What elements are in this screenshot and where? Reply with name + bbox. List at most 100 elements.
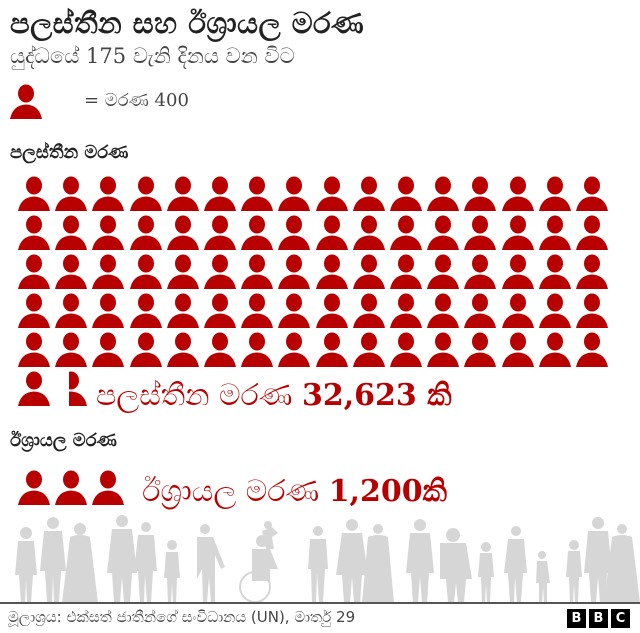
person-icon [501, 176, 534, 212]
bbc-logo: B B C [567, 609, 630, 628]
person-icon [241, 176, 274, 212]
person-icon [18, 176, 50, 212]
person-icon [241, 293, 274, 329]
person-icon [129, 293, 162, 329]
person-icon [278, 254, 311, 290]
bbc-logo-letter: B [589, 609, 608, 628]
person-icon [464, 293, 497, 329]
person-icon [501, 215, 534, 251]
palestinian-section-label: පලස්තීන මරණ [10, 142, 129, 163]
chart-subtitle: යුද්ධයේ 175 වැනි දිනය වන විට [10, 44, 295, 68]
person-icon [55, 293, 88, 329]
person-icon [166, 176, 199, 212]
person-icon [315, 176, 348, 212]
person-icon [166, 293, 199, 329]
israeli-total-value: 1,200 [328, 474, 423, 509]
person-icon [390, 254, 422, 290]
person-icon [464, 332, 497, 368]
person-icon [427, 293, 460, 329]
person-icon [538, 254, 571, 290]
person-icon [55, 254, 88, 290]
palestinian-total-prefix: පලස්තීන මරණ [96, 378, 302, 413]
person-icon [390, 293, 422, 329]
person-icon [241, 215, 274, 251]
person-icon [464, 215, 497, 251]
person-icon [576, 254, 608, 290]
bbc-logo-letter: B [567, 609, 586, 628]
person-icon [204, 332, 236, 368]
person-icon [576, 215, 608, 251]
person-icon [501, 332, 534, 368]
person-icon [278, 332, 311, 368]
person-icon [92, 332, 125, 368]
person-icon [55, 176, 88, 212]
person-icon [390, 215, 422, 251]
person-icon [352, 254, 385, 290]
source-note: මූලාශ්‍රය: එක්සත් ජාතීන්ගේ සංවිධානය (UN)… [8, 608, 356, 626]
person-icon [278, 176, 311, 212]
person-icon [501, 293, 534, 329]
person-icon [315, 293, 348, 329]
person-icon [576, 293, 608, 329]
person-icon [166, 254, 199, 290]
israeli-total-prefix: ඊශ්‍රායල මරණ [142, 474, 329, 509]
person-icon [18, 332, 50, 368]
person-icon [18, 470, 50, 506]
person-icon [315, 332, 348, 368]
bbc-logo-letter: C [611, 609, 630, 628]
person-icon [129, 176, 162, 212]
israeli-total-suffix: කි [422, 474, 448, 509]
person-icon [278, 293, 311, 329]
person-icon [55, 470, 88, 506]
palestinian-icon-grid [18, 176, 618, 416]
person-icon [315, 254, 348, 290]
person-icon [576, 332, 608, 368]
person-icon [241, 254, 274, 290]
person-icon [390, 176, 422, 212]
person-icon [92, 254, 125, 290]
person-icon [427, 215, 460, 251]
person-icon [18, 215, 50, 251]
palestinian-total-suffix: කි [416, 378, 452, 413]
person-icon [92, 215, 125, 251]
person-icon [18, 293, 50, 329]
person-icon [538, 215, 571, 251]
person-icon [315, 215, 348, 251]
legend-text: = මරණ 400 [84, 90, 189, 111]
person-icon [278, 215, 311, 251]
person-icon [204, 254, 236, 290]
person-icon [92, 470, 125, 506]
person-icon [538, 176, 571, 212]
person-icon [464, 254, 497, 290]
person-icon [427, 176, 460, 212]
person-icon [204, 215, 236, 251]
person-icon [352, 293, 385, 329]
israeli-section-label: ඊශ්‍රායල මරණ [10, 430, 117, 451]
chart-title: පලස්තීන සහ ඊශ්‍රායල මරණ [10, 6, 365, 40]
person-icon [55, 215, 88, 251]
person-icon [538, 293, 571, 329]
person-icon [427, 332, 460, 368]
person-icon [18, 371, 50, 407]
person-icon [129, 254, 162, 290]
palestinian-total-value: 32,623 [301, 378, 417, 413]
person-icon [55, 332, 88, 368]
person-icon [92, 176, 125, 212]
israeli-total: ඊශ්‍රායල මරණ 1,200කි [142, 474, 447, 509]
person-icon [501, 254, 534, 290]
person-icon [69, 371, 88, 407]
person-icon [10, 84, 42, 120]
person-icon [166, 332, 199, 368]
person-icon [129, 215, 162, 251]
israeli-icon-row [18, 470, 138, 506]
person-icon [18, 254, 50, 290]
person-icon [576, 176, 608, 212]
crowd-silhouette-illustration [15, 515, 640, 603]
palestinian-total: පලස්තීන මරණ 32,623 කි [96, 378, 452, 413]
person-icon [427, 254, 460, 290]
person-icon [352, 176, 385, 212]
person-icon [352, 215, 385, 251]
person-icon [204, 293, 236, 329]
person-icon [129, 332, 162, 368]
person-icon [92, 293, 125, 329]
